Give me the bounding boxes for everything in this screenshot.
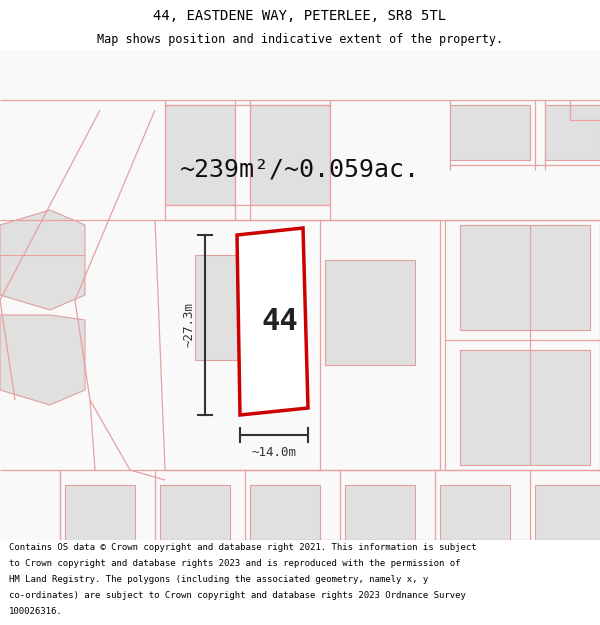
Polygon shape [440,485,510,540]
Polygon shape [450,105,530,160]
Polygon shape [160,485,230,540]
Polygon shape [460,225,590,330]
Polygon shape [545,105,600,160]
Text: 44, EASTDENE WAY, PETERLEE, SR8 5TL: 44, EASTDENE WAY, PETERLEE, SR8 5TL [154,9,446,23]
Text: co-ordinates) are subject to Crown copyright and database rights 2023 Ordnance S: co-ordinates) are subject to Crown copyr… [9,591,466,600]
Text: ~27.3m: ~27.3m [182,302,196,348]
Polygon shape [165,105,235,205]
Polygon shape [250,485,320,540]
Polygon shape [535,485,600,540]
Text: ~239m²/~0.059ac.: ~239m²/~0.059ac. [180,158,420,182]
Text: HM Land Registry. The polygons (including the associated geometry, namely x, y: HM Land Registry. The polygons (includin… [9,575,428,584]
Text: Contains OS data © Crown copyright and database right 2021. This information is : Contains OS data © Crown copyright and d… [9,542,476,551]
Polygon shape [345,485,415,540]
Polygon shape [195,255,300,360]
Text: 100026316.: 100026316. [9,607,63,616]
Text: 44: 44 [262,307,298,336]
Polygon shape [237,228,308,415]
Polygon shape [460,350,590,465]
Text: to Crown copyright and database rights 2023 and is reproduced with the permissio: to Crown copyright and database rights 2… [9,559,461,568]
Polygon shape [65,485,135,540]
Polygon shape [250,105,330,205]
Polygon shape [325,260,415,365]
Polygon shape [0,315,85,405]
Text: Map shows position and indicative extent of the property.: Map shows position and indicative extent… [97,32,503,46]
Polygon shape [0,210,85,310]
Text: ~14.0m: ~14.0m [251,446,296,459]
